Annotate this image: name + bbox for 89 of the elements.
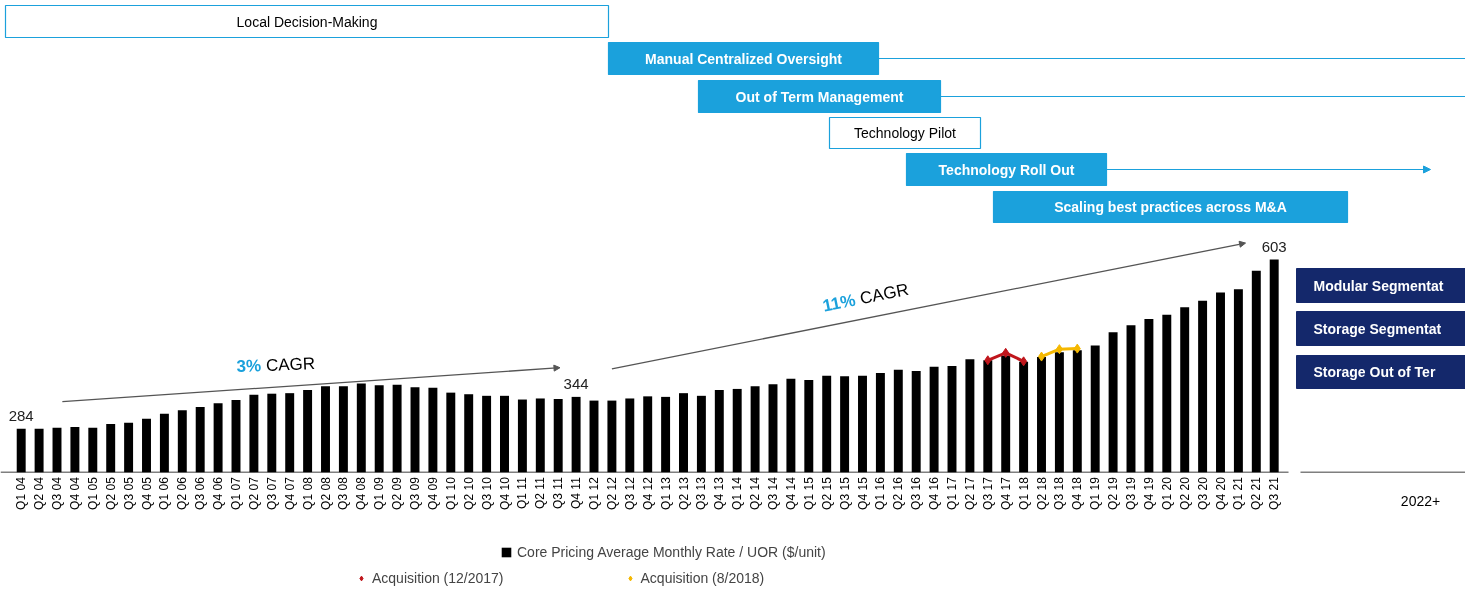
x-tick-label: Q1 16 [873,476,888,510]
x-tick-label: Q4 11 [569,476,584,509]
x-tick-label: Q3 07 [264,476,279,510]
x-tick-label: Q2 18 [1034,476,1049,510]
x-tick-label: Q1 10 [443,476,458,510]
x-tick-label: Q2 13 [676,476,691,510]
x-tick-label: Q4 20 [1213,476,1228,510]
legend-label: Core Pricing Average Monthly Rate / UOR ($/unit) [517,544,826,560]
x-tick-label: Q3 04 [50,476,64,510]
x-tick-label: Q4 08 [354,476,369,510]
x-tick-label: Q1 08 [300,476,315,510]
x-tick-label: Q2 06 [175,476,190,510]
x-tick-label: Q4 15 [855,476,870,510]
x-tick-label: Q1 21 [1231,476,1246,510]
text: Storage Out of Ter [1313,364,1436,380]
text: Modular Segmentat [1313,277,1444,294]
text: Local Decision-Making [236,13,378,30]
x-tick-label: Q1 06 [157,476,172,510]
x-tick-label: Q4 16 [927,476,942,510]
x-tick-label: Q1 12 [587,476,601,510]
x-tick-label: Q3 14 [766,476,780,510]
x-tick-label: Q3 17 [980,476,995,510]
data-label: 284 [8,406,34,424]
x-tick-label: Q3 19 [1124,476,1138,510]
x-tick-label: Q1 07 [229,476,243,510]
text: Out of Term Management [735,88,904,105]
x-tick-label: Q3 13 [694,476,709,510]
x-tick-label: Q3 15 [837,476,852,510]
x-tick-label: Q3 08 [336,476,351,510]
text: 2022+ [1400,492,1441,509]
text: Scaling best practices across M&A [1054,199,1287,215]
x-tick-label: Q2 11 [533,476,548,509]
x-tick-label: Q4 05 [139,476,154,510]
data-label: 344 [563,374,589,392]
text: Technology Roll Out [938,161,1075,178]
x-tick-label: Q4 18 [1070,476,1085,510]
x-tick-label: Q3 06 [193,476,208,510]
text: Storage Segmentat [1313,320,1442,337]
text: Technology Pilot [854,125,957,141]
text: Manual Centralized Oversight [645,50,843,67]
x-tick-label: Q4 13 [712,476,727,510]
x-tick-label: Q2 20 [1177,476,1192,510]
x-tick-label: Q3 10 [479,476,494,510]
x-tick-label: Q1 18 [1016,476,1031,510]
x-tick-label: Q2 09 [390,476,405,510]
x-tick-label: Q3 18 [1052,476,1067,510]
x-tick-label: Q2 19 [1106,476,1121,510]
x-tick-label: Q2 16 [891,476,906,510]
x-tick-label: Q2 07 [246,476,261,510]
annotation: 3% CAGR [236,353,316,377]
x-tick-label: Q3 16 [909,476,924,510]
x-tick-label: Q4 12 [640,476,655,510]
x-tick-label: Q1 05 [85,476,100,510]
x-tick-label: Q2 14 [748,476,763,510]
x-tick-label: Q1 09 [372,476,387,510]
data-label: 603 [1261,237,1287,255]
x-tick-label: Q1 13 [658,476,673,510]
x-tick-label: Q1 11 [515,476,530,509]
annotation: 11% CAGR [821,279,911,316]
x-tick-label: Q1 04 [14,476,29,510]
legend-label: Acquisition (8/2018) [640,570,765,586]
x-tick-label: Q4 14 [783,476,798,510]
x-tick-label: Q4 04 [67,476,82,510]
x-tick-label: Q2 15 [819,476,834,510]
x-tick-label: Q1 19 [1088,476,1103,510]
x-tick-label: Q2 12 [604,476,619,510]
x-tick-label: Q2 05 [103,476,118,510]
x-tick-label: Q3 21 [1267,476,1282,510]
x-tick-label: Q2 08 [318,476,333,510]
x-tick-label: Q1 17 [945,476,959,510]
x-tick-label: Q2 17 [962,476,977,510]
x-tick-label: Q3 09 [408,476,422,510]
x-tick-label: Q1 20 [1159,476,1174,510]
legend-label: Acquisition (12/2017) [372,570,504,586]
x-tick-label: Q3 05 [121,476,136,510]
x-tick-label: Q4 10 [497,476,512,510]
x-tick-label: Q2 21 [1249,476,1264,510]
x-tick-label: Q1 14 [730,476,745,510]
x-tick-label: Q4 19 [1141,476,1156,510]
x-tick-label: Q3 11 [551,476,566,509]
x-tick-label: Q2 10 [461,476,476,510]
x-tick-label: Q2 04 [32,476,47,510]
x-tick-label: Q4 07 [282,476,297,510]
x-tick-label: Q1 15 [801,476,816,510]
x-tick-label: Q4 17 [998,476,1013,510]
x-tick-label: Q4 06 [211,476,226,510]
x-tick-label: Q3 20 [1195,476,1210,510]
x-tick-label: Q3 12 [622,476,637,510]
x-tick-label: Q4 09 [425,476,440,510]
